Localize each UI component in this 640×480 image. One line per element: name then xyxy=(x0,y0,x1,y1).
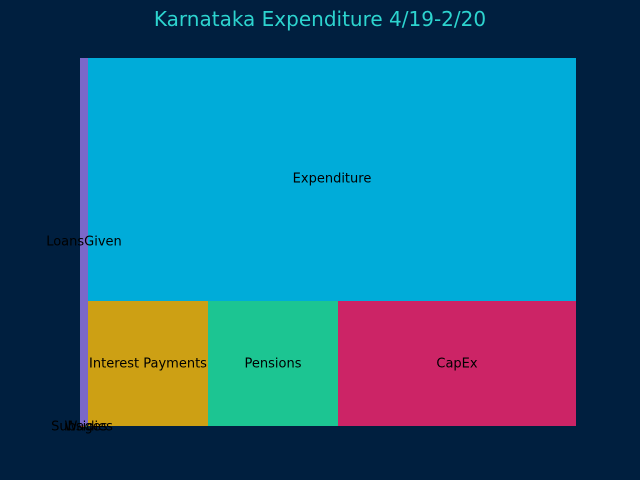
treemap-cell-capex xyxy=(338,301,576,426)
treemap-cell-interest-payments xyxy=(88,301,208,426)
treemap-cell-wages xyxy=(84,426,88,427)
treemap-cell-loansgiven xyxy=(80,58,88,426)
treemap-label-wages: Wages xyxy=(64,420,107,435)
treemap-label-interest-payments: Interest Payments xyxy=(89,357,207,372)
treemap-cell-pensions xyxy=(208,301,338,426)
treemap-cell-expenditure xyxy=(88,58,576,301)
treemap-label-capex: CapEx xyxy=(436,357,478,372)
treemap-label-pensions: Pensions xyxy=(245,357,302,372)
treemap-cell-subsidies xyxy=(80,426,84,427)
chart-title: Karnataka Expenditure 4/19-2/20 xyxy=(154,7,486,31)
treemap-label-loansgiven: LoansGiven xyxy=(46,235,122,250)
treemap-cells xyxy=(80,58,576,427)
treemap-label-expenditure: Expenditure xyxy=(293,172,372,187)
treemap-label-subsidies: Subsidies xyxy=(51,420,113,435)
